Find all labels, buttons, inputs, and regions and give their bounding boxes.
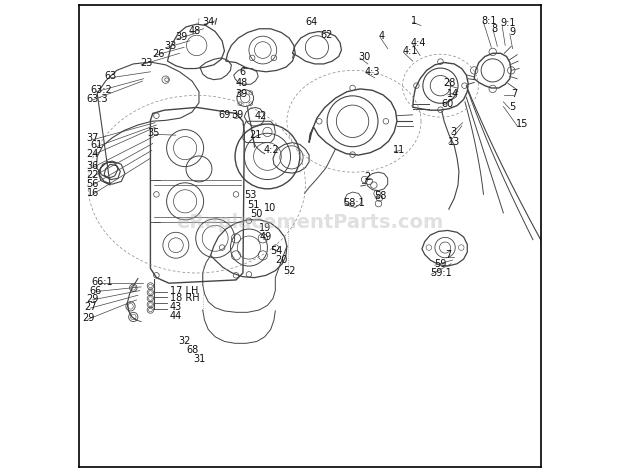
Text: 63: 63 <box>104 71 117 81</box>
Text: 58: 58 <box>374 191 386 201</box>
Text: 56: 56 <box>87 179 99 189</box>
Text: 28: 28 <box>443 78 456 88</box>
Text: 7: 7 <box>512 89 518 99</box>
Text: 30: 30 <box>358 51 371 61</box>
Text: 48: 48 <box>236 78 248 88</box>
Text: 22: 22 <box>87 170 99 180</box>
Text: 3: 3 <box>450 127 456 137</box>
Text: 43: 43 <box>169 302 182 312</box>
Text: 66: 66 <box>89 286 101 295</box>
Text: 4:1: 4:1 <box>402 46 418 56</box>
Text: eReplacementParts.com: eReplacementParts.com <box>176 212 444 232</box>
Text: 23: 23 <box>140 59 152 68</box>
Text: 37: 37 <box>87 133 99 143</box>
Text: 60: 60 <box>442 99 454 109</box>
Text: 16: 16 <box>87 188 99 198</box>
Text: 50: 50 <box>250 209 262 219</box>
Text: 13: 13 <box>448 137 460 147</box>
Text: 33: 33 <box>164 42 177 51</box>
Text: 10: 10 <box>264 203 276 213</box>
Text: 34: 34 <box>203 17 215 27</box>
Text: 6: 6 <box>240 67 246 77</box>
Text: 35: 35 <box>147 128 159 138</box>
Text: 4:2: 4:2 <box>264 145 280 155</box>
Text: 29: 29 <box>82 313 95 323</box>
Text: 27: 27 <box>84 302 97 312</box>
Text: 1: 1 <box>411 16 417 26</box>
Text: 59:1: 59:1 <box>430 268 452 278</box>
Text: 68: 68 <box>186 345 198 355</box>
Text: 52: 52 <box>283 266 296 276</box>
Text: 54: 54 <box>271 246 283 256</box>
Text: 61: 61 <box>91 140 102 151</box>
Text: 4:3: 4:3 <box>365 67 380 77</box>
Text: 20: 20 <box>275 255 288 265</box>
Text: 58:1: 58:1 <box>343 198 365 208</box>
Text: 4: 4 <box>378 31 384 41</box>
Text: 11: 11 <box>393 145 405 155</box>
Text: 48: 48 <box>189 25 201 35</box>
Text: 66:1: 66:1 <box>92 277 113 287</box>
Text: 8: 8 <box>492 24 498 34</box>
Text: 7: 7 <box>445 251 451 261</box>
Text: 29: 29 <box>87 294 99 304</box>
Text: 62: 62 <box>320 30 332 40</box>
Text: 15: 15 <box>516 119 528 129</box>
Text: 21: 21 <box>249 130 261 140</box>
Text: 39: 39 <box>235 89 247 99</box>
Text: 9:1: 9:1 <box>500 18 516 28</box>
Text: 32: 32 <box>178 337 190 346</box>
Text: 14: 14 <box>446 89 459 99</box>
Text: 26: 26 <box>153 49 165 59</box>
Text: 63:3: 63:3 <box>87 93 108 104</box>
Text: 8:1: 8:1 <box>481 16 497 26</box>
Text: 5: 5 <box>509 102 515 112</box>
Text: 18 RH: 18 RH <box>170 294 200 303</box>
Text: 9: 9 <box>509 27 515 37</box>
Text: 4:4: 4:4 <box>411 38 427 48</box>
Text: 31: 31 <box>193 354 206 363</box>
Text: 36: 36 <box>87 160 99 171</box>
Text: 63:2: 63:2 <box>91 85 112 95</box>
Text: 51: 51 <box>247 200 260 210</box>
Text: 69: 69 <box>218 110 231 120</box>
Text: 64: 64 <box>306 17 317 27</box>
Text: 42: 42 <box>254 111 267 121</box>
Text: 2: 2 <box>365 172 371 182</box>
Text: 19: 19 <box>259 223 272 233</box>
Text: 53: 53 <box>244 190 257 200</box>
Text: 39: 39 <box>231 110 244 120</box>
Text: 44: 44 <box>169 311 182 320</box>
Text: 24: 24 <box>87 149 99 159</box>
Text: 17 LH: 17 LH <box>170 286 198 295</box>
Text: 39: 39 <box>175 32 187 42</box>
Text: 59: 59 <box>434 259 446 269</box>
Text: 49: 49 <box>260 232 272 243</box>
